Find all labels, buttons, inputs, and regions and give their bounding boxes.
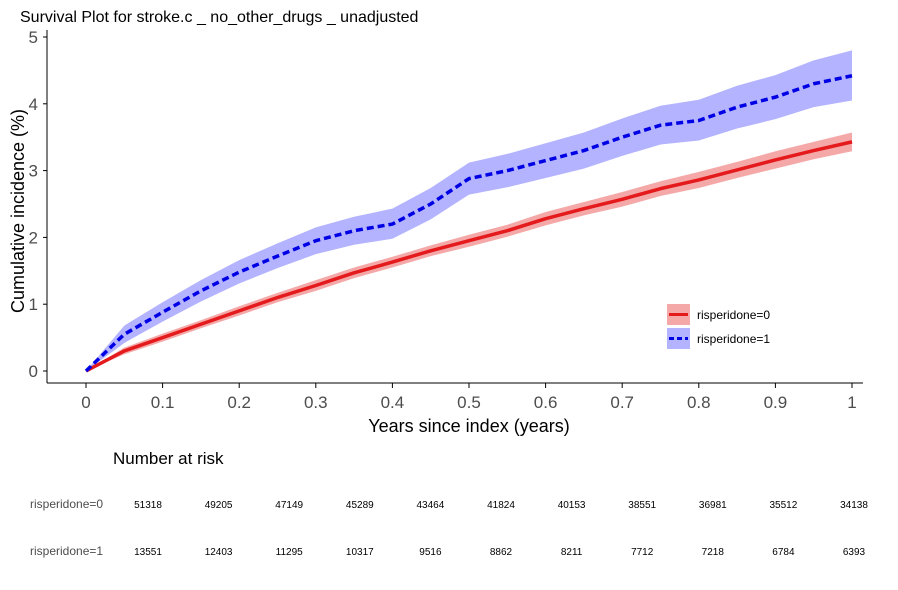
series-line-1 <box>84 74 853 373</box>
risk-row-label: risperidone=0 <box>30 497 103 511</box>
risk-value: 10317 <box>346 547 374 558</box>
confidence-bands <box>86 50 852 372</box>
y-tick-label: 5 <box>29 28 38 47</box>
x-tick-label: 1 <box>847 393 856 412</box>
y-tick-label: 2 <box>29 228 38 247</box>
risk-value: 51318 <box>134 500 162 511</box>
legend: risperidone=0 risperidone=1 <box>667 304 770 349</box>
legend-label-risperidone-0: risperidone=0 <box>697 308 770 322</box>
risk-value: 12403 <box>205 547 233 558</box>
risk-value: 40153 <box>558 500 586 511</box>
x-axis-label: Years since index (years) <box>368 416 569 436</box>
chart-title: Survival Plot for stroke.c _ no_other_dr… <box>20 9 418 26</box>
risk-table-title: Number at risk <box>113 449 224 468</box>
risk-row-label: risperidone=1 <box>30 544 103 558</box>
risk-value: 49205 <box>205 500 233 511</box>
legend-label-risperidone-1: risperidone=1 <box>697 332 770 346</box>
risk-value: 6784 <box>772 547 795 558</box>
y-tick-label: 0 <box>29 362 38 381</box>
x-tick-label: 0.8 <box>687 393 711 412</box>
risk-value: 36981 <box>699 500 727 511</box>
y-axis-label: Cumulative incidence (%) <box>8 109 28 313</box>
x-tick-label: 0.7 <box>610 393 634 412</box>
x-tick-label: 0.6 <box>534 393 558 412</box>
risk-value: 35512 <box>769 500 797 511</box>
risk-value: 8862 <box>490 547 513 558</box>
confidence-band-series-1 <box>86 50 852 372</box>
axes <box>46 30 863 384</box>
series-line-0 <box>85 140 853 373</box>
x-tick-label: 0.4 <box>381 393 405 412</box>
risk-value: 11295 <box>276 547 304 558</box>
x-tick-label: 0 <box>81 393 90 412</box>
risk-value: 41824 <box>487 500 515 511</box>
risk-value: 47149 <box>275 500 303 511</box>
y-tick-label: 1 <box>29 295 38 314</box>
risk-value: 8211 <box>561 547 583 558</box>
risk-value: 34138 <box>840 500 868 511</box>
risk-value: 9516 <box>419 547 442 558</box>
risk-value: 43464 <box>416 500 444 511</box>
confidence-band-series-0 <box>86 132 852 371</box>
risk-table: risperidone=0 51318 49205 47149 45289 43464 41… <box>30 497 868 558</box>
risk-value: 13551 <box>134 547 162 558</box>
y-tick-label: 4 <box>29 95 38 114</box>
x-ticks: 0 0.1 0.2 0.3 0.4 0.5 0.6 0.7 0.8 0.9 1 <box>81 383 857 412</box>
y-tick-label: 3 <box>29 162 38 181</box>
x-tick-label: 0.5 <box>457 393 481 412</box>
x-tick-label: 0.9 <box>764 393 788 412</box>
x-tick-label: 0.2 <box>227 393 251 412</box>
risk-value: 7712 <box>631 547 654 558</box>
x-tick-label: 0.3 <box>304 393 328 412</box>
risk-value: 6393 <box>843 547 866 558</box>
x-tick-label: 0.1 <box>151 393 175 412</box>
series-lines <box>84 74 853 373</box>
risk-value: 38551 <box>628 500 656 511</box>
y-ticks: 0 1 2 3 4 5 <box>29 28 47 381</box>
risk-value: 45289 <box>346 500 374 511</box>
risk-value: 7218 <box>702 547 725 558</box>
